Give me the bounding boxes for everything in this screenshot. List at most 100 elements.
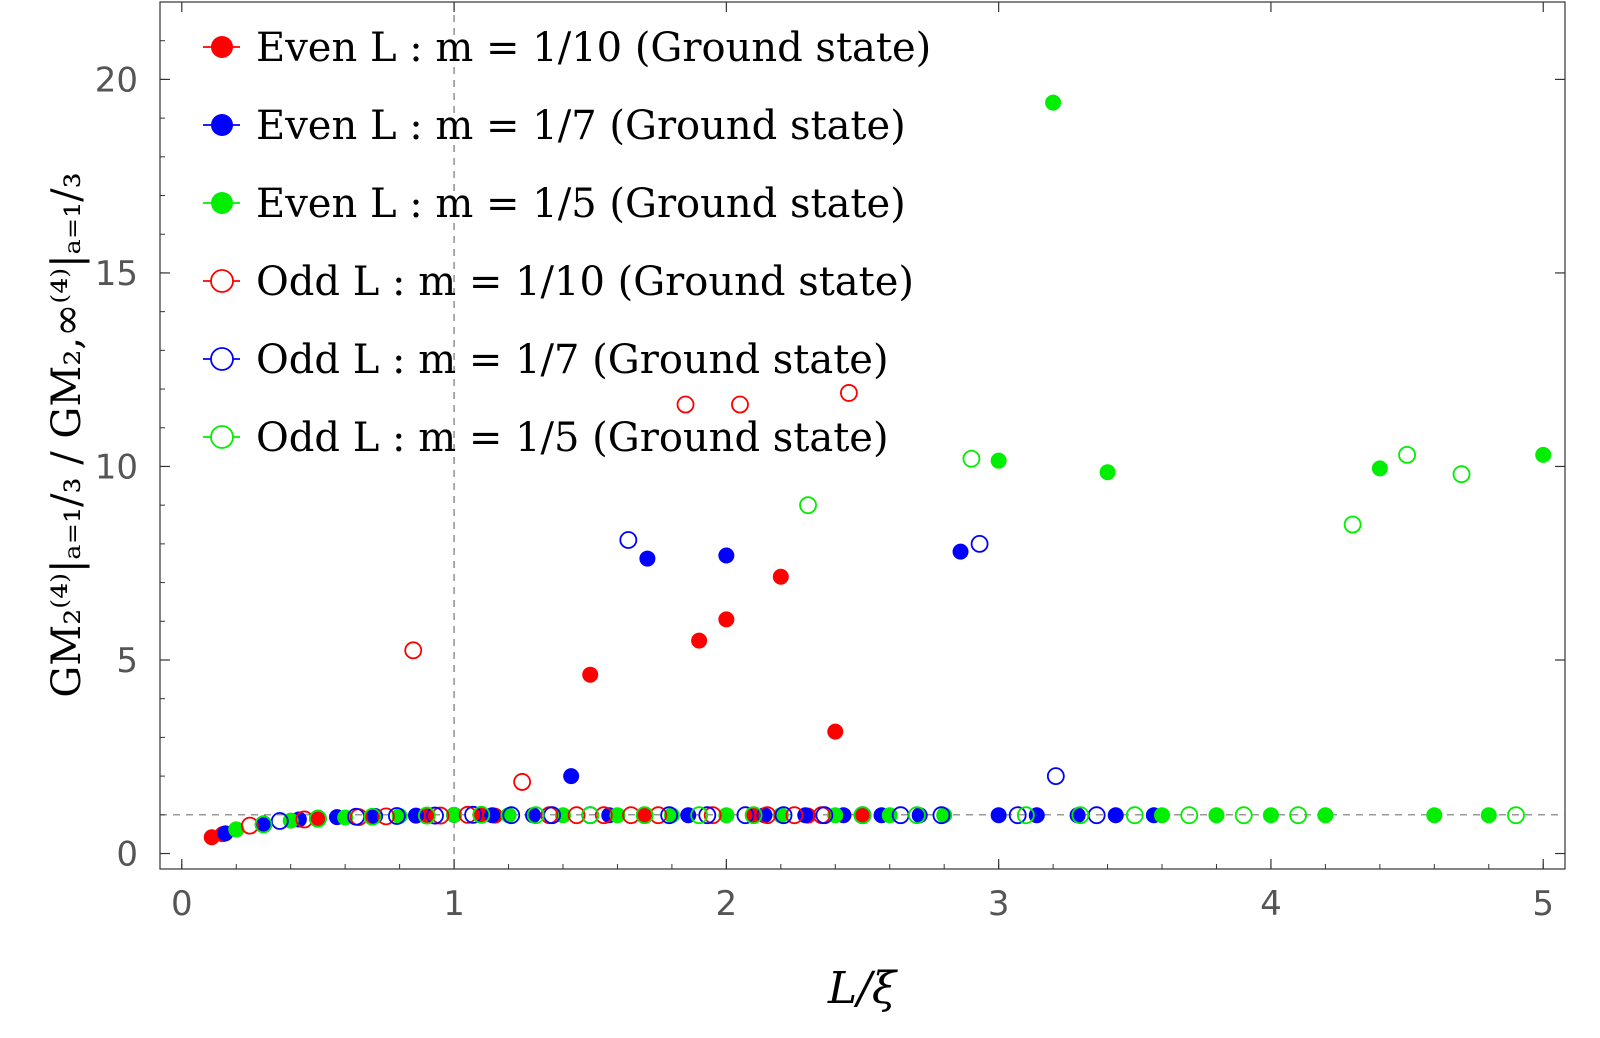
data-point-series-2 — [718, 547, 735, 564]
data-point-series-3 — [1045, 94, 1062, 111]
data-point-series-4 — [622, 806, 640, 825]
data-point-series-2 — [1107, 807, 1124, 824]
legend-marker — [211, 36, 233, 58]
data-point-series-4 — [240, 816, 259, 835]
data-point-series-4 — [295, 810, 314, 829]
legend-label: Odd L : m = 1/5 (Ground state) — [256, 415, 889, 461]
data-point-series-4 — [676, 395, 695, 414]
data-point-series-6 — [1016, 806, 1035, 825]
data-point-series-1 — [827, 723, 844, 740]
data-point-series-6 — [1180, 806, 1199, 825]
data-point-series-2 — [990, 807, 1007, 824]
legend-label: Even L : m = 1/10 (Ground state) — [256, 25, 931, 71]
data-point-series-1 — [309, 810, 326, 827]
y-tick-label: 0 — [116, 835, 138, 875]
data-point-series-6 — [635, 806, 654, 825]
x-tick-label: 3 — [988, 884, 1010, 924]
data-point-series-3 — [1208, 807, 1225, 824]
data-point-series-4 — [431, 806, 450, 825]
data-point-series-5 — [619, 531, 638, 549]
data-point-series-3 — [1317, 807, 1334, 824]
data-point-series-4 — [377, 807, 395, 826]
data-point-series-6 — [472, 805, 491, 824]
data-point-series-4 — [567, 806, 586, 825]
data-point-series-1 — [636, 807, 653, 824]
data-point-series-3 — [718, 807, 735, 824]
data-point-series-4 — [404, 641, 423, 660]
data-points — [203, 94, 1552, 846]
data-point-series-3 — [1535, 446, 1552, 463]
data-point-series-5 — [426, 806, 444, 825]
y-tick-label: 15 — [95, 254, 138, 294]
data-point-series-6 — [1343, 515, 1362, 534]
data-point-series-5 — [1008, 806, 1027, 825]
data-point-series-4 — [703, 806, 722, 825]
data-point-series-5 — [502, 806, 521, 825]
data-point-series-2 — [255, 815, 272, 832]
data-point-series-6 — [908, 806, 926, 825]
data-point-series-6 — [417, 806, 436, 825]
legend-marker — [211, 192, 233, 214]
data-point-series-3 — [1426, 807, 1443, 824]
data-point-series-5 — [970, 534, 989, 553]
data-point-series-3 — [228, 821, 245, 838]
data-point-series-6 — [526, 806, 545, 825]
data-point-series-1 — [718, 611, 735, 628]
data-point-series-3 — [1480, 807, 1497, 824]
y-tick-label: 5 — [116, 641, 138, 681]
data-point-series-2 — [952, 543, 969, 560]
data-point-series-5 — [932, 806, 951, 825]
data-point-series-5 — [736, 806, 755, 825]
data-point-series-1 — [854, 807, 871, 824]
data-point-series-5 — [387, 807, 406, 825]
data-point-series-3 — [1371, 460, 1388, 477]
data-point-series-5 — [698, 806, 717, 825]
data-point-series-6 — [309, 809, 327, 828]
legend: Even L : m = 1/10 (Ground state) Even L :… — [203, 25, 931, 461]
data-point-series-3 — [1099, 464, 1116, 481]
data-point-series-6 — [254, 815, 273, 834]
data-point-series-4 — [594, 806, 613, 825]
data-point-series-2 — [563, 768, 580, 785]
data-point-series-2 — [639, 550, 656, 567]
data-point-series-4 — [839, 384, 858, 402]
y-axis-label: GM₂⁽⁴⁾|ₐ₌₁/₃ / GM₂,∞⁽⁴⁾|ₐ₌₁/₃ — [44, 172, 90, 697]
data-point-series-6 — [744, 806, 763, 825]
plot-frame — [159, 1, 1566, 870]
legend-marker — [210, 347, 234, 371]
y-tick-label: 20 — [95, 60, 138, 100]
data-point-series-3 — [609, 807, 626, 824]
data-point-series-5 — [660, 806, 679, 825]
data-point-series-5 — [464, 805, 483, 824]
data-point-series-3 — [446, 806, 463, 823]
legend-marker — [211, 114, 233, 136]
legend-label: Odd L : m = 1/7 (Ground state) — [256, 337, 889, 383]
x-tick-label: 2 — [716, 884, 738, 924]
x-tick-label: 5 — [1532, 884, 1554, 924]
data-point-series-6 — [363, 807, 382, 826]
data-point-series-6 — [1289, 806, 1308, 825]
data-point-series-3 — [1262, 807, 1279, 824]
data-point-series-6 — [962, 449, 981, 468]
data-point-series-6 — [799, 496, 817, 515]
legend-label: Even L : m = 1/5 (Ground state) — [256, 181, 906, 227]
data-point-series-6 — [1234, 806, 1253, 825]
x-tick-label: 0 — [171, 884, 193, 924]
data-point-series-4 — [649, 806, 668, 825]
data-point-series-6 — [690, 806, 709, 825]
data-point-series-5 — [1046, 767, 1065, 786]
legend-label: Even L : m = 1/7 (Ground state) — [256, 103, 906, 149]
x-axis-label: L/ξ — [827, 963, 899, 1014]
x-axis: 0 1 2 3 4 5 — [171, 2, 1554, 924]
data-point-series-1 — [772, 568, 789, 585]
y-tick-label: 10 — [95, 447, 138, 487]
data-point-series-6 — [1452, 465, 1471, 484]
x-tick-label: 1 — [443, 884, 465, 924]
data-point-series-6 — [581, 806, 600, 825]
data-point-series-5 — [270, 812, 289, 830]
data-point-series-3 — [990, 452, 1007, 469]
data-point-series-1 — [691, 632, 708, 649]
data-point-series-6 — [1398, 445, 1416, 464]
data-point-series-3 — [1154, 807, 1171, 824]
